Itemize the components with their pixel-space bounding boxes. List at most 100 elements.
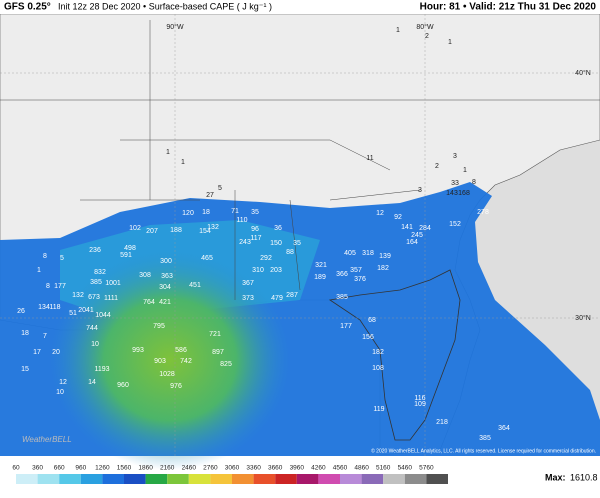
point-value: 373 [242,295,254,302]
point-value: 203 [270,267,282,274]
point-value: 5 [218,185,222,192]
point-value: 71 [231,208,239,215]
point-value: 8 [472,179,476,186]
point-value: 164 [406,239,418,246]
point-value: 1 [166,149,170,156]
point-value: 119 [373,406,384,413]
point-value: 310 [252,267,264,274]
colorbar-segment [124,474,146,484]
point-value: 451 [189,282,201,289]
colorbar-segment [167,474,189,484]
point-value: 385 [479,435,491,442]
point-value: 207 [146,228,158,235]
colorbar-tick-label: 2160 [160,465,175,472]
florida-outline [328,269,461,441]
point-value: 168 [458,190,470,197]
point-value: 150 [270,240,282,247]
colorbar-tick-label: 5760 [419,465,434,472]
point-value: 2 [425,33,429,40]
colorbar-tick-label: 960 [75,465,86,472]
point-value: 11 [366,155,373,162]
colorbar-tick-label: 660 [54,465,65,472]
colorbar-tick-label: 360 [32,465,43,472]
point-value: 33 [451,180,459,187]
point-value: 20 [52,349,60,356]
point-value: 367 [242,280,254,287]
point-value: 12 [59,379,67,386]
point-value: 292 [260,255,272,262]
point-value: 673 [88,294,100,301]
colorbar-segment [59,474,81,484]
point-value: 586 [175,347,187,354]
cape-high [50,250,290,470]
colorbar-tick-label: 3060 [225,465,240,472]
point-value: 498 [124,245,136,252]
point-value: 18 [202,209,210,216]
point-value: 177 [340,323,352,330]
point-value: 287 [286,292,298,299]
watermark: WeatherBELL [22,435,72,444]
point-value: 243 [239,239,251,246]
model: GFS 0.25° [4,2,51,13]
valid-info: Hour: 81 • Valid: 21z Thu 31 Dec 2020 [420,2,597,13]
point-value: 132 [72,292,84,299]
colorbar-tick-label: 1260 [95,465,110,472]
colorbar-segment [232,474,254,484]
point-value: 591 [120,252,132,259]
point-value: 152 [449,221,461,228]
point-value: 364 [498,425,510,432]
colorbar-segment [210,474,232,484]
point-value: 245 [411,232,423,239]
colorbar-tick-label: 1860 [138,465,153,472]
colorbar-tick-label: 3360 [246,465,261,472]
colorbar-segment [253,474,276,484]
point-value: 3 [453,153,457,160]
grid-label: 30°N [575,314,591,322]
point-value: 385 [90,279,102,286]
point-value: 35 [293,240,301,247]
point-value: 1 [181,159,185,166]
point-value: 742 [180,358,192,365]
point-value: 1111 [104,295,118,302]
point-value: 15 [21,366,29,373]
point-value: 300 [160,258,172,265]
colorbar-tick-label: 4560 [333,465,348,472]
point-value: 118 [49,304,60,311]
point-value: 8 [43,253,47,260]
colorbar-segment [383,474,405,484]
point-value: 385 [336,294,348,301]
point-value: 2041 [78,307,94,314]
point-value: 376 [354,276,366,283]
point-value: 8 [46,283,50,290]
point-value: 993 [132,347,144,354]
point-value: 68 [368,317,376,324]
point-value: 139 [379,253,391,260]
point-value: 3 [418,187,422,194]
point-value: 7 [43,333,47,340]
colorbar-segment [16,474,38,484]
point-value: 1001 [105,280,121,287]
header-bar [0,0,600,14]
colorbar-segment [275,474,297,484]
colorbar-segment [145,474,168,484]
point-value: 182 [377,265,389,272]
point-value: 304 [159,284,171,291]
colorbar-segment [426,474,448,484]
point-value: 110 [236,217,247,224]
colorbar-tick-label: 3660 [268,465,283,472]
max-label: Max: [545,472,566,482]
point-value: 5 [60,255,64,262]
point-value: 18 [21,330,29,337]
colorbar-tick-label: 2760 [203,465,218,472]
point-value: 143 [446,190,458,197]
point-value: 1 [396,27,400,34]
point-value: 825 [220,361,232,368]
point-value: 88 [286,249,294,256]
point-value: 154 [199,228,211,235]
point-value: 465 [201,255,213,262]
graticule [0,14,600,456]
point-value: 366 [336,271,348,278]
colorbar-tick-label: 3960 [290,465,305,472]
colorbar-tick-label: 5160 [376,465,391,472]
point-value: 134 [38,304,50,311]
